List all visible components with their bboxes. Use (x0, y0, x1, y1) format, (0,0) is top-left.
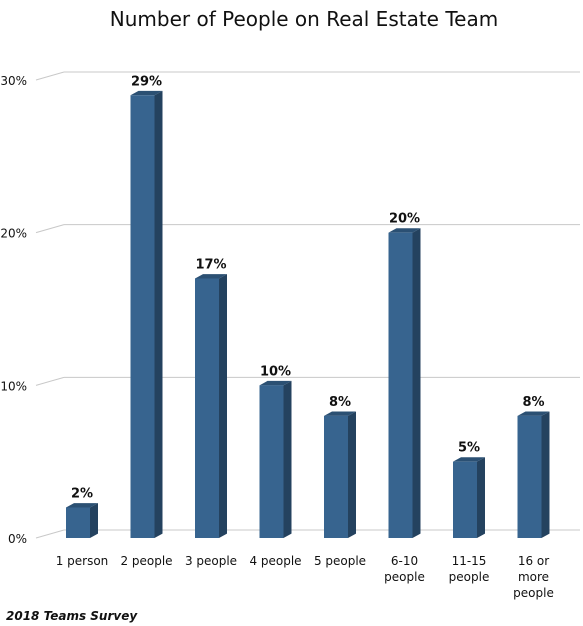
y-tick-label: 0% (8, 532, 27, 546)
x-tick-label: 2 people (120, 554, 172, 568)
bar (517, 411, 550, 538)
data-label: 8% (522, 395, 544, 410)
gridline-depth (35, 376, 65, 386)
x-axis-ticks: 1 person 2 people 3 people 4 people 5 people… (56, 554, 554, 600)
gridline-depth (35, 71, 65, 81)
gridline-depth (35, 529, 65, 539)
bar-side (154, 90, 163, 538)
x-tick-label: 11-15 (452, 554, 487, 568)
x-tick-label: 4 people (249, 554, 301, 568)
bar-front (130, 95, 155, 539)
bar (388, 228, 421, 538)
data-label: 10% (260, 364, 291, 379)
source-note: 2018 Teams Survey (6, 609, 138, 623)
data-label: 5% (458, 441, 480, 456)
y-axis-ticks: 0% 10% 20% 30% (0, 74, 27, 546)
data-labels: 2% 29% 17% 10% 8% 20% 5% 8% (71, 74, 545, 501)
bar-top (517, 411, 550, 416)
bars (66, 90, 550, 539)
x-tick-label: 6-10 (391, 554, 418, 568)
bar-top (453, 457, 485, 462)
bar-side (412, 228, 421, 538)
bar (66, 503, 98, 538)
x-tick-label: 16 or (518, 554, 549, 568)
y-tick-label: 20% (0, 227, 27, 241)
bar-top (195, 274, 227, 279)
bar-top (388, 228, 421, 233)
bar-side (283, 380, 292, 538)
bar (324, 411, 356, 538)
chart-title: Number of People on Real Estate Team (110, 7, 498, 31)
bar-top (259, 380, 292, 386)
data-label: 20% (389, 212, 420, 227)
x-tick-label: 5 people (314, 554, 366, 568)
y-tick-label: 10% (0, 379, 27, 393)
bar (195, 274, 227, 538)
data-label: 2% (71, 486, 93, 501)
bar-side (541, 411, 550, 538)
bar-front (388, 232, 413, 538)
bar-front (517, 415, 542, 538)
bar-front (195, 278, 219, 538)
gridlines (35, 71, 580, 539)
bar-front (453, 461, 477, 538)
bar-top (324, 411, 356, 416)
bar-side (219, 274, 227, 538)
x-tick-label: people (513, 586, 554, 600)
bar (130, 90, 163, 539)
data-label: 8% (329, 395, 351, 410)
bar-side (348, 411, 356, 538)
x-tick-label: 3 people (185, 554, 237, 568)
bar-side (90, 503, 98, 538)
x-tick-label: people (449, 570, 490, 584)
bar-top (66, 503, 98, 508)
y-tick-label: 30% (0, 74, 27, 88)
x-tick-label: people (384, 570, 425, 584)
gridline-depth (35, 224, 65, 234)
bar-front (66, 507, 90, 538)
bar-top (130, 90, 163, 96)
bar-front (324, 415, 348, 538)
bar-side (477, 457, 485, 538)
x-tick-label: 1 person (56, 554, 109, 568)
bar (453, 457, 485, 538)
x-tick-label: more (518, 570, 549, 584)
data-label: 17% (195, 257, 226, 272)
data-label: 29% (131, 74, 162, 89)
bar-front (259, 385, 284, 538)
bar (259, 380, 292, 538)
